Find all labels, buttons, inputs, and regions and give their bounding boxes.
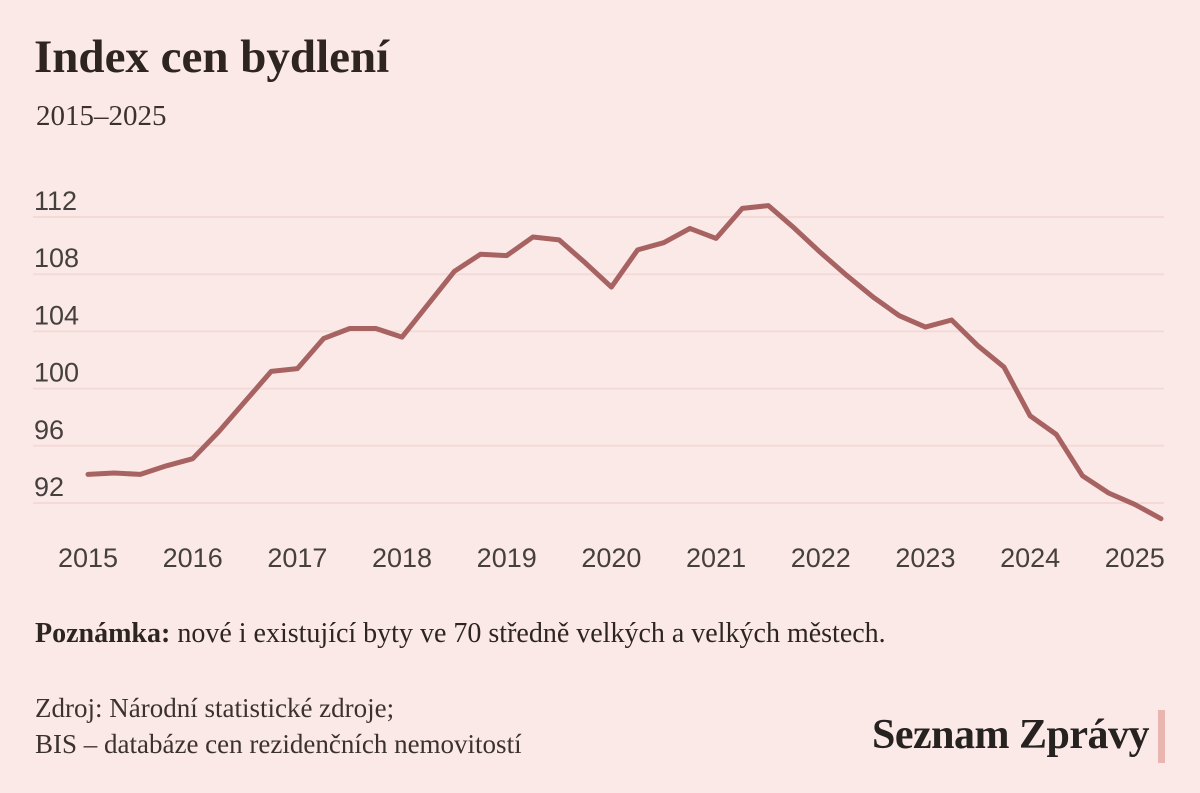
x-tick-label: 2015 bbox=[58, 543, 118, 573]
y-tick-label: 104 bbox=[34, 300, 79, 330]
x-tick-label: 2016 bbox=[163, 543, 223, 573]
logo-text: Seznam Zprávy bbox=[872, 712, 1150, 758]
x-tick-label: 2018 bbox=[372, 543, 432, 573]
source-line-2: BIS – databáze cen rezidenčních nemovito… bbox=[35, 729, 522, 759]
x-tick-label: 2019 bbox=[477, 543, 537, 573]
x-tick-label: 2023 bbox=[895, 543, 955, 573]
source-line-1: Zdroj: Národní statistické zdroje; bbox=[35, 693, 395, 723]
x-tick-label: 2021 bbox=[686, 543, 746, 573]
chart-source: Zdroj: Národní statistické zdroje; BIS –… bbox=[35, 690, 522, 762]
x-tick-label: 2020 bbox=[581, 543, 641, 573]
logo-bar bbox=[1158, 710, 1165, 763]
x-tick-label: 2025 bbox=[1105, 543, 1165, 573]
note-text: nové i existující byty ve 70 středně vel… bbox=[170, 618, 886, 649]
x-tick-label: 2022 bbox=[791, 543, 851, 573]
chart-note: Poznámka: nové i existující byty ve 70 s… bbox=[35, 618, 886, 650]
y-tick-label: 92 bbox=[34, 472, 64, 502]
price-line bbox=[85, 203, 1164, 522]
x-tick-label: 2017 bbox=[267, 543, 327, 573]
y-tick-label: 96 bbox=[34, 415, 64, 445]
y-tick-label: 112 bbox=[34, 186, 77, 216]
publisher-logo: Seznam Zprávy bbox=[872, 710, 1165, 763]
note-label: Poznámka: bbox=[35, 618, 171, 649]
y-tick-label: 100 bbox=[34, 358, 79, 388]
x-tick-label: 2024 bbox=[1000, 543, 1060, 573]
chart-title: Index cen bydlení bbox=[34, 31, 390, 83]
chart-subtitle: 2015–2025 bbox=[36, 100, 167, 132]
y-tick-label: 108 bbox=[34, 243, 79, 273]
